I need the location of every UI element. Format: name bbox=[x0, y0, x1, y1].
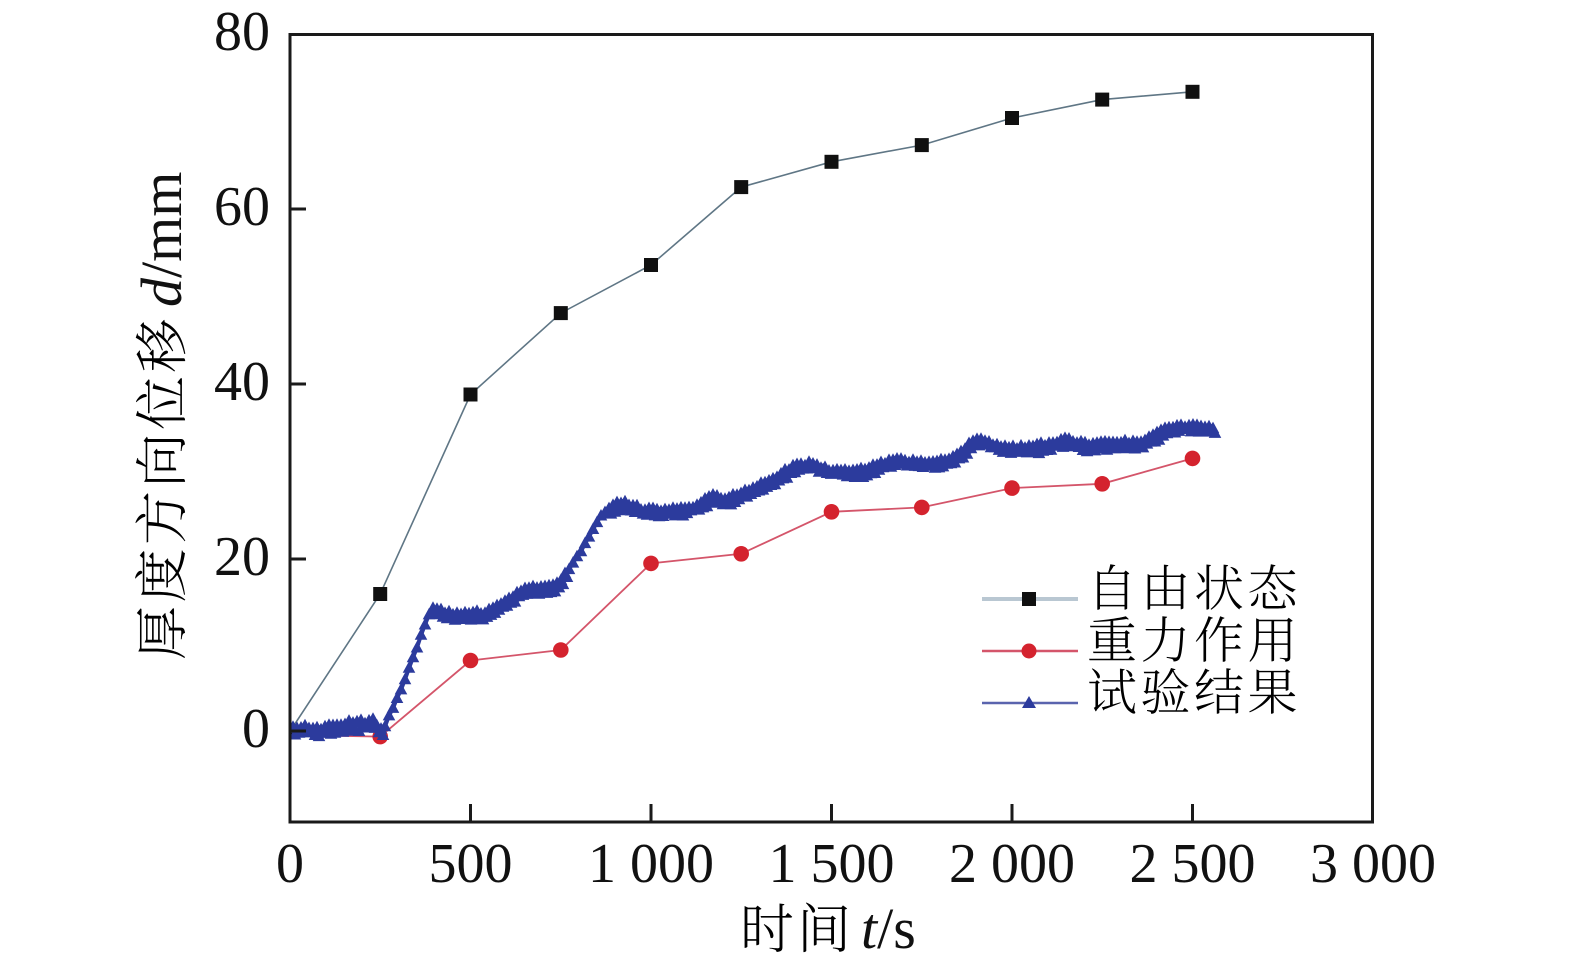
svg-text:d/mm: d/mm bbox=[129, 172, 194, 307]
svg-text:0: 0 bbox=[276, 833, 304, 895]
svg-text:20: 20 bbox=[214, 526, 270, 588]
svg-text:2 000: 2 000 bbox=[949, 833, 1075, 895]
svg-text:0: 0 bbox=[242, 698, 270, 760]
svg-text:3 000: 3 000 bbox=[1310, 833, 1436, 895]
svg-text:1 000: 1 000 bbox=[588, 833, 714, 895]
svg-text:t/s: t/s bbox=[861, 896, 916, 961]
svg-text:2 500: 2 500 bbox=[1130, 833, 1256, 895]
svg-text:60: 60 bbox=[214, 176, 270, 238]
svg-text:40: 40 bbox=[214, 351, 270, 413]
svg-text:500: 500 bbox=[429, 833, 513, 895]
svg-text:1 500: 1 500 bbox=[769, 833, 895, 895]
svg-text:80: 80 bbox=[214, 1, 270, 63]
